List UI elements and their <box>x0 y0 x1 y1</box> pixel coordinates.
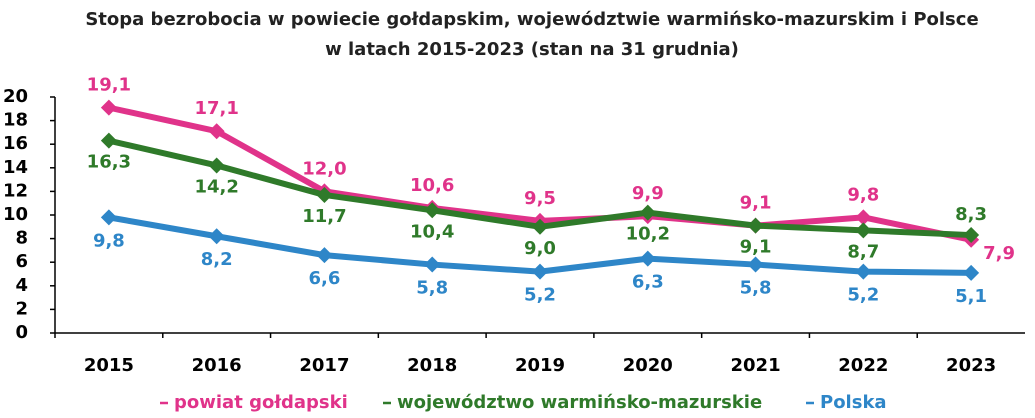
data-label: 12,0 <box>302 158 346 179</box>
marker <box>855 222 872 239</box>
marker <box>208 228 225 245</box>
data-label: 9,9 <box>632 183 664 204</box>
data-label: 10,6 <box>410 175 454 196</box>
y-tick-label: 6 <box>15 251 28 272</box>
data-label: 19,1 <box>87 75 131 96</box>
legend-label: województwo warmińsko-mazurskie <box>397 392 762 413</box>
marker <box>208 157 225 174</box>
data-label: 10,4 <box>410 221 454 242</box>
x-tick-label: 2018 <box>407 355 457 376</box>
x-tick-label: 2022 <box>838 355 888 376</box>
marker <box>100 99 117 116</box>
data-label: 14,2 <box>194 176 238 197</box>
x-tick-label: 2019 <box>515 355 565 376</box>
marker <box>208 123 225 140</box>
marker <box>316 186 333 203</box>
data-label: 9,5 <box>524 188 556 209</box>
data-label: 10,2 <box>626 224 670 245</box>
y-tick-label: 0 <box>15 322 28 343</box>
legend-label: Polska <box>820 392 887 413</box>
y-tick-label: 18 <box>3 110 28 131</box>
data-label: 5,8 <box>740 278 772 299</box>
y-tick-label: 4 <box>15 275 28 296</box>
data-label: 17,1 <box>194 98 238 119</box>
x-tick-label: 2017 <box>299 355 349 376</box>
data-label: 5,2 <box>524 285 556 306</box>
marker <box>963 264 980 281</box>
marker <box>532 218 548 235</box>
marker <box>639 250 656 267</box>
marker <box>747 217 764 234</box>
marker <box>639 204 656 221</box>
x-tick-label: 2023 <box>946 355 996 376</box>
chart-title: w latach 2015-2023 (stan na 31 grudnia) <box>325 39 739 60</box>
data-label: 8,2 <box>201 249 233 270</box>
y-tick-label: 8 <box>15 228 28 249</box>
data-label: 16,3 <box>87 152 131 173</box>
data-label: 9,8 <box>93 230 125 251</box>
data-label: 6,6 <box>308 268 340 289</box>
data-label: 9,0 <box>524 238 556 259</box>
chart-title: Stopa bezrobocia w powiecie gołdapskim, … <box>85 9 978 30</box>
y-tick-label: 14 <box>3 157 28 178</box>
y-tick-label: 16 <box>3 133 28 154</box>
marker <box>316 247 333 264</box>
data-label: 9,8 <box>847 184 879 205</box>
data-label: 7,9 <box>983 243 1015 264</box>
data-label: 6,3 <box>632 272 664 293</box>
data-label: 8,3 <box>955 204 987 225</box>
marker <box>424 256 441 273</box>
legend-label: powiat gołdapski <box>174 392 348 413</box>
data-label: 11,7 <box>302 206 346 227</box>
data-label: 9,1 <box>740 193 772 214</box>
marker <box>855 209 872 226</box>
x-tick-label: 2020 <box>623 355 673 376</box>
data-label: 9,1 <box>740 237 772 258</box>
marker <box>100 132 117 149</box>
data-label: 8,7 <box>847 241 879 262</box>
marker <box>100 209 117 226</box>
data-label: 5,8 <box>416 278 448 299</box>
x-tick-label: 2021 <box>731 355 781 376</box>
data-label: 5,1 <box>955 286 987 307</box>
x-tick-label: 2016 <box>192 355 242 376</box>
marker <box>747 256 764 273</box>
data-label: 5,2 <box>847 285 879 306</box>
marker <box>963 227 980 244</box>
y-tick-label: 2 <box>15 298 28 319</box>
x-tick-label: 2015 <box>84 355 134 376</box>
y-tick-label: 12 <box>3 180 28 201</box>
y-tick-label: 10 <box>3 204 28 225</box>
marker <box>532 263 548 280</box>
marker <box>855 263 872 280</box>
marker <box>424 202 441 219</box>
y-tick-label: 20 <box>3 86 28 107</box>
